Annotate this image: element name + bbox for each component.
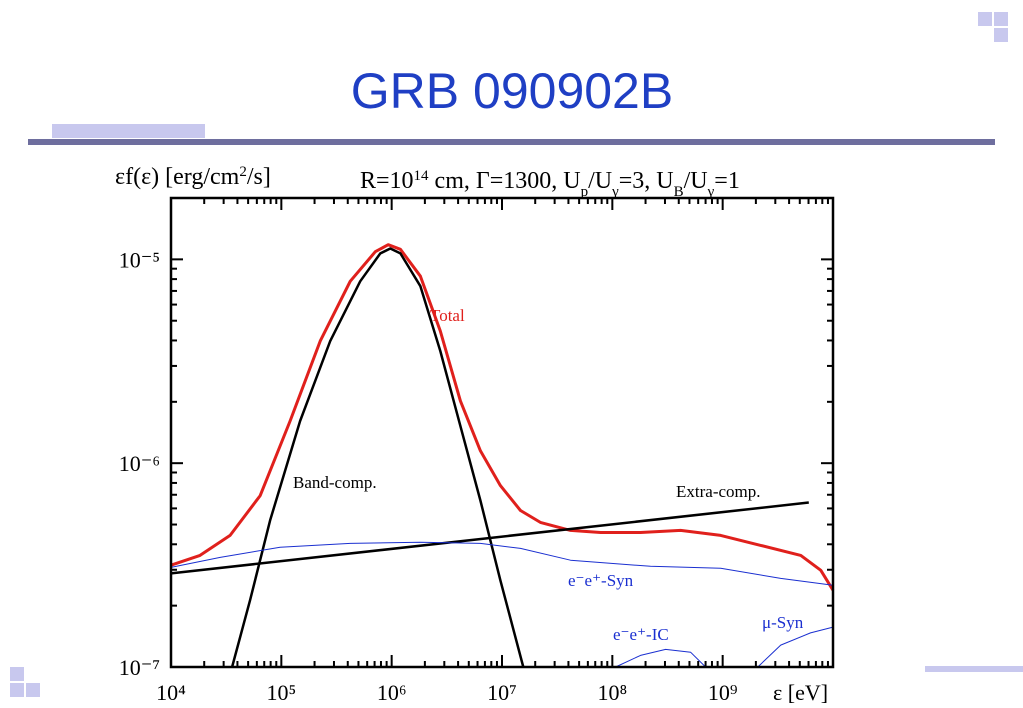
corner-square <box>978 12 992 26</box>
series-line <box>230 247 525 668</box>
text-part: B <box>674 184 684 200</box>
accent-bar <box>925 666 1023 672</box>
text-part: R=10 <box>360 168 414 194</box>
text-part: γ <box>611 184 619 200</box>
x-axis-label: ε [eV] <box>773 680 828 705</box>
corner-square <box>10 683 24 697</box>
series-line <box>170 501 809 575</box>
series-line <box>170 541 834 586</box>
corner-square <box>994 28 1008 42</box>
y-tick-label: 10⁻⁶ <box>119 451 160 476</box>
series-line <box>757 626 834 668</box>
text-part: cm, Γ=1300, U <box>429 168 581 194</box>
annotation: e⁻e⁺-Syn <box>568 571 634 590</box>
text-part: /s] <box>247 164 271 190</box>
y-tick-label: 10⁻⁵ <box>119 247 160 272</box>
annotation: Extra-comp. <box>676 482 761 501</box>
text-part: =1 <box>714 168 740 194</box>
x-tick-label: 10⁸ <box>597 680 627 705</box>
annotation: e⁻e⁺-IC <box>613 625 669 644</box>
annotation: Total <box>430 306 465 325</box>
series-line <box>615 648 706 668</box>
text-part: /U <box>588 168 612 194</box>
annotation: μ-Syn <box>762 613 804 632</box>
text-part: =3, U <box>619 168 674 194</box>
series-line <box>170 243 835 591</box>
text-part: 2 <box>239 164 247 180</box>
y-axis-label: εf(ε) [erg/cm2/s] <box>115 164 271 190</box>
rule <box>28 139 995 145</box>
chart-subtitle: R=1014 cm, Γ=1300, Up/Uγ=3, UB/Uγ=1 <box>360 168 740 200</box>
plot-area <box>170 243 835 668</box>
x-tick-label: 10⁴ <box>156 680 186 705</box>
y-tick-label: 10⁻⁷ <box>119 655 160 680</box>
text-part: p <box>581 184 589 200</box>
slide-title: GRB 090902B <box>351 63 673 119</box>
accent-bar <box>52 124 205 138</box>
x-tick-label: 10⁷ <box>487 680 517 705</box>
text-part: /U <box>684 168 708 194</box>
x-tick-label: 10⁹ <box>708 680 738 705</box>
corner-square <box>26 683 40 697</box>
x-tick-label: 10⁶ <box>377 680 407 705</box>
corner-square <box>994 12 1008 26</box>
text-part: γ <box>707 184 715 200</box>
text-part: εf(ε) [erg/cm <box>115 164 240 190</box>
plot-frame <box>169 196 835 669</box>
x-tick-label: 10⁵ <box>266 680 296 705</box>
text-part: 14 <box>414 168 430 184</box>
corner-square <box>10 667 24 681</box>
annotation: Band-comp. <box>293 473 377 492</box>
